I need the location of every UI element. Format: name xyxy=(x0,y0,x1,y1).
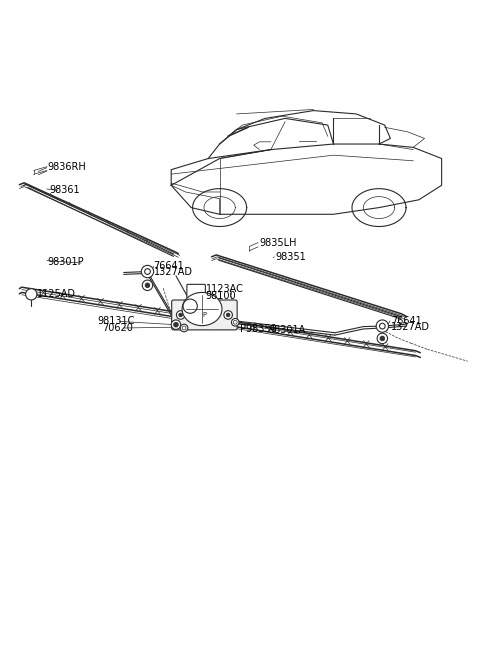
Circle shape xyxy=(177,311,185,319)
Ellipse shape xyxy=(182,293,222,325)
Circle shape xyxy=(144,269,150,274)
Circle shape xyxy=(142,280,153,291)
Text: 1327AD: 1327AD xyxy=(154,268,192,277)
Circle shape xyxy=(171,320,180,329)
Text: P: P xyxy=(203,312,206,318)
Circle shape xyxy=(174,322,179,327)
Circle shape xyxy=(25,289,37,300)
Text: 1123AC: 1123AC xyxy=(206,284,244,294)
Circle shape xyxy=(28,291,35,298)
Text: 98301P: 98301P xyxy=(48,256,84,266)
Text: 98351: 98351 xyxy=(276,252,306,262)
Text: 9835LH: 9835LH xyxy=(259,237,297,247)
Circle shape xyxy=(226,313,230,317)
Text: 76641: 76641 xyxy=(154,261,184,272)
Circle shape xyxy=(377,333,387,344)
Circle shape xyxy=(145,283,150,288)
Text: 9836RH: 9836RH xyxy=(48,161,86,172)
Text: 98131C: 98131C xyxy=(97,316,135,326)
Text: 70620: 70620 xyxy=(102,323,133,333)
Text: 98100: 98100 xyxy=(206,291,237,300)
Circle shape xyxy=(180,324,188,332)
Circle shape xyxy=(231,319,239,326)
Circle shape xyxy=(380,336,384,341)
Circle shape xyxy=(183,299,197,314)
Circle shape xyxy=(376,320,388,333)
Circle shape xyxy=(179,313,182,317)
Text: 98301A: 98301A xyxy=(268,325,306,335)
FancyBboxPatch shape xyxy=(172,300,237,330)
Text: 1327AD: 1327AD xyxy=(391,322,430,332)
FancyBboxPatch shape xyxy=(187,284,205,298)
Circle shape xyxy=(182,326,186,330)
Circle shape xyxy=(141,266,154,277)
Text: P98350: P98350 xyxy=(240,325,277,335)
Circle shape xyxy=(233,320,237,324)
Text: 98361: 98361 xyxy=(49,186,80,195)
Text: 1125AD: 1125AD xyxy=(37,289,76,299)
Circle shape xyxy=(224,311,232,319)
Circle shape xyxy=(380,323,385,329)
Text: 76641: 76641 xyxy=(391,316,421,326)
